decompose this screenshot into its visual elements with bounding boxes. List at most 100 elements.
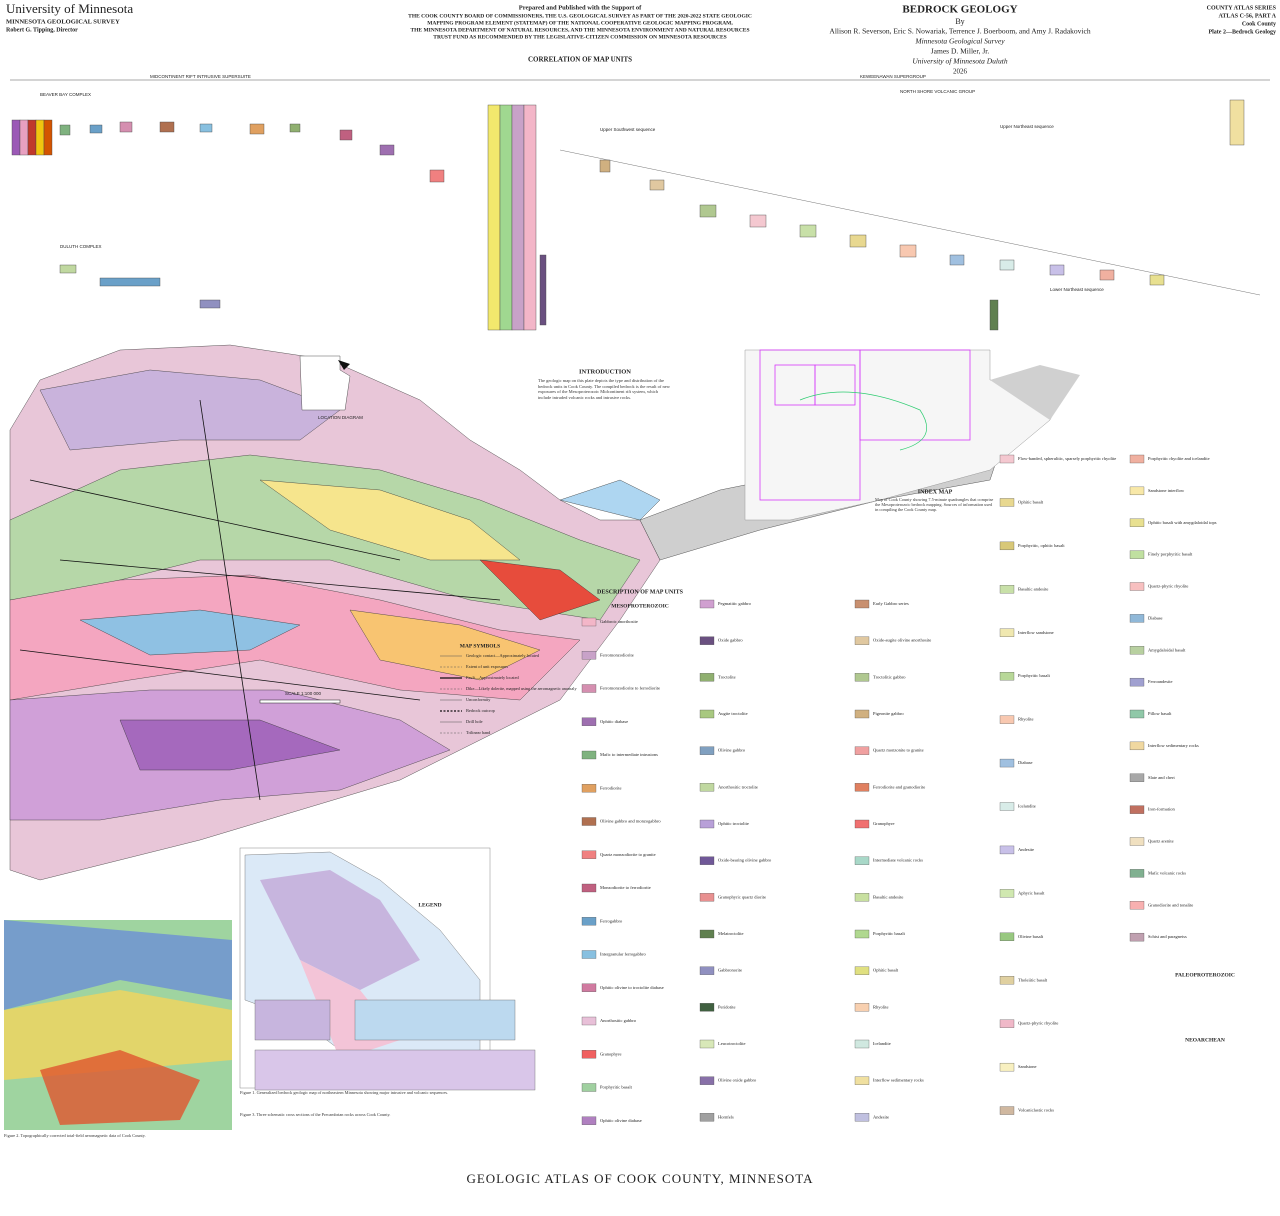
unit-label: Anorthositic troctolite [718,784,758,789]
unit-label: Basaltic andesite [873,894,903,899]
location-diagram: LOCATION DIAGRAM [299,355,363,420]
unit-label: Pigeonite gabbro [873,711,904,716]
unit-label: Ferromonzodiorite to ferrodiorite [600,686,660,691]
support-line: THE MINNESOTA DEPARTMENT OF NATURAL RESO… [410,27,749,33]
chart-label: BEAVER BAY COMPLEX [40,92,91,97]
unit-label: Quartz-phyric rhyolite [1148,584,1188,589]
unit-swatch [1129,518,1145,527]
unit-swatch [1129,550,1145,559]
unit-label: Ferrodiorite and granodiorite [873,784,925,789]
unit-label: Ferrodiorite [600,785,622,790]
unit-label: Rhyolite [873,1004,889,1009]
introduction: INTRODUCTION The geologic map on this pl… [538,368,670,400]
unit-swatch [999,715,1015,724]
unit-swatch [581,1083,597,1092]
unit-label: Aphyric basalt [1018,890,1045,895]
chart-label: Upper Southwest sequence [600,127,656,132]
unit-label: Granodiorite and tonalite [1148,902,1193,907]
footer-title: GEOLOGIC ATLAS OF COOK COUNTY, MINNESOTA [466,1171,813,1186]
unit-label: Icelandite [1018,804,1036,809]
symbol-label: Drill hole [466,719,483,724]
unit-label: Quartz arenite [1148,839,1174,844]
unit-label: Troctolite [718,674,736,679]
unit-label: Gabbronorite [718,968,742,973]
unit-label: Volcaniclastic rocks [1018,1108,1054,1113]
era-title: PALEOPROTEROZOIC [1175,972,1235,978]
unit-swatch [999,1062,1015,1072]
caption: Figure 2. Topographically corrected tota… [4,1133,146,1138]
unit-swatch [1129,837,1145,846]
support-line: THE COOK COUNTY BOARD OF COMMISSIONERS, … [408,13,752,19]
unit-swatch [581,651,597,660]
unit-label: Anorthositic gabbro [600,1018,637,1023]
unit-label: Quartz-phyric rhyolite [1018,1021,1058,1026]
series: COUNTY ATLAS SERIES [1207,5,1277,11]
unit-label: Diabase [1148,615,1163,620]
unit-label: Interflow sandstone [1018,630,1054,635]
unit-swatch [581,717,597,726]
unit-label: Leucotroctolite [718,1041,746,1046]
unit-label: Granophyre [873,821,895,826]
unit-swatch [699,1113,715,1122]
unit-label: Mafic volcanic rocks [1148,870,1186,875]
unit-swatch [854,599,870,609]
unit-label: Finely porphyritic basalt [1148,552,1193,557]
symbol-label: Fault—Approximately located [466,675,519,680]
unit-label: Porphyritic basalt [1018,673,1051,678]
unit-swatch [854,819,870,829]
unit-swatch [1129,646,1145,655]
chart-label: DULUTH COMPLEX [60,244,102,249]
correlation-chart: CORRELATION OF MAP UNITS MIDCONTINENT RI… [10,56,1270,331]
unit-swatch [999,889,1015,898]
unit-label: Ophitic diabase [600,719,628,724]
caption: Figure 1. Generalized bedrock geologic m… [240,1090,449,1095]
unit-label: Sandstone interflow [1148,488,1185,493]
unit-label: Intergranular ferrogabbro [600,952,647,957]
unit-swatch [854,929,870,939]
unit-label: Mafic to intermediate intrusions [600,752,658,757]
unit-swatch [699,966,715,975]
unit-swatch [581,850,597,859]
unit-swatch [1129,869,1145,878]
unit-swatch [999,1019,1015,1028]
unit-label: Ferrogabbro [600,918,623,923]
unit-swatch [854,709,870,719]
chart-label: KEWEENAWAN SUPERGROUP [860,74,926,79]
figure-3: Figure 3. Three schematic cross sections… [240,999,536,1117]
header: University of Minnesota MINNESOTA GEOLOG… [6,1,1277,76]
unit-label: Troctolitic gabbro [873,674,906,679]
index-map: INDEX MAP Map of Cook County showing 7.5… [744,349,1080,521]
unit-swatch [854,1039,870,1049]
survey: MINNESOTA GEOLOGICAL SURVEY [6,18,120,25]
unit-swatch [854,856,870,865]
affiliation: University of Minnesota Duluth [912,57,1007,66]
era-title: NEOARCHEAN [1185,1037,1225,1043]
unit-swatch [999,541,1015,551]
unit-swatch [581,684,597,693]
unit-swatch [1129,454,1145,464]
unit-label: Monzodiorite to ferrodiorite [600,885,651,890]
unit-label: Gabbroic anorthosite [600,619,638,624]
unit-label: Flow-banded, spherulitic, sparsely porph… [1018,456,1116,462]
scale: SCALE 1:100 000 [285,691,322,696]
unit-swatch [854,1003,870,1012]
unit-swatch [854,893,870,902]
unit-label: Oxide-augite olivine anorthosite [873,638,931,643]
intro-text: The geologic map on this plate depicts t… [538,378,670,400]
unit-label: Porphyritic, ophitic basalt [1018,543,1065,549]
unit-swatch [999,932,1015,941]
authors: Allison R. Severson, Eric S. Nowariak, T… [829,27,1090,36]
unit-label: Ophitic basalt [873,968,899,973]
unit-label: Oxide-bearing olivine gabbro [718,858,772,863]
support-line: TRUST FUND AS RECOMMENDED BY THE LEGISLA… [433,34,726,40]
unit-swatch [999,585,1015,594]
unit-label: Porphyritic basalt [873,931,906,936]
unit-label: Pillow basalt [1148,711,1172,716]
symbol-label: Bedrock outcrop [466,708,495,713]
support-line: MAPPING PROGRAM ELEMENT (STATEMAP) OF TH… [427,19,733,26]
unit-label: Porphyritic rhyolite and icelandite [1148,456,1210,461]
unit-swatch [699,746,715,755]
unit-swatch [699,673,715,682]
unit-swatch [999,454,1015,464]
symbol-label: Geologic contact—Approximately located [466,653,540,658]
